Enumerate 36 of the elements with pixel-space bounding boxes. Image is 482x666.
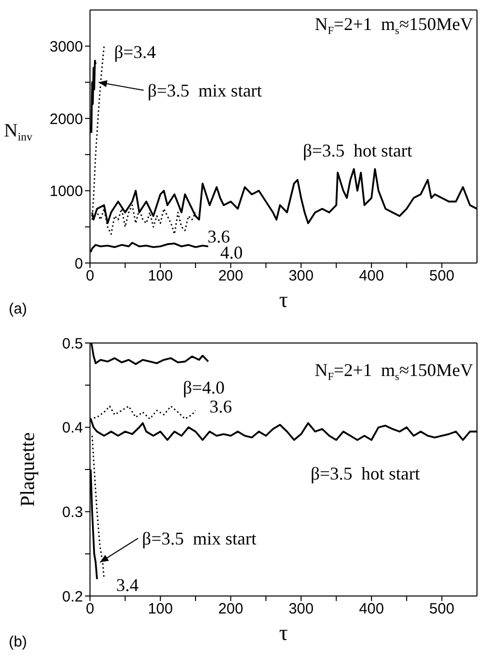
y-tick-label: 0.5 [62, 335, 83, 352]
y-tick-label: 2000 [50, 110, 83, 128]
y-tick-label: 0.4 [62, 420, 83, 437]
y-tick-label: 1000 [50, 183, 83, 200]
y-axis-title: Plaquette [17, 432, 39, 507]
y-tick-label: 3000 [50, 38, 83, 56]
x-axis-title: τ [279, 287, 288, 312]
y-tick-label: 0.2 [62, 588, 83, 606]
annotation: N$_{F}$=2+1 m$_{s}$≈150MeV [314, 360, 474, 383]
x-tick-label: 200 [218, 268, 244, 285]
x-tick-label: 300 [288, 268, 314, 285]
text: (b) [8, 634, 28, 651]
x-tick-label: 500 [429, 268, 454, 285]
x-tick-label: 400 [358, 268, 384, 285]
x-tick-label: 100 [148, 268, 173, 285]
annotation: 3.6 [210, 396, 232, 416]
x-axis-title: τ [279, 620, 288, 645]
annotation: β=3.5 mix start [148, 80, 262, 100]
x-tick-label: 100 [148, 600, 173, 618]
x-tick-label: 200 [218, 600, 244, 618]
annotation: β=3.5 hot start [310, 464, 420, 484]
x-tick-label: 400 [358, 600, 384, 618]
x-tick-label: 0 [86, 268, 94, 285]
y-tick-label: 0.3 [62, 504, 83, 521]
annotation: β=4.0 [182, 378, 225, 398]
annotation: β=3.5 mix start [142, 528, 256, 548]
x-tick-label: 300 [288, 600, 314, 618]
y-tick-label: 0 [74, 255, 83, 272]
text: (a) [8, 300, 28, 318]
annotation: β=3.5 hot start [302, 140, 412, 161]
x-tick-label: 500 [429, 600, 454, 618]
annotation: 3.4 [116, 575, 139, 596]
y-axis-title: N$_{inv}$ [4, 120, 33, 144]
annotation: N$_{F}$=2+1 m$_{s}$≈150MeV [314, 14, 474, 38]
x-tick-label: 0 [86, 600, 94, 618]
annotation: β=3.4 [114, 42, 156, 62]
